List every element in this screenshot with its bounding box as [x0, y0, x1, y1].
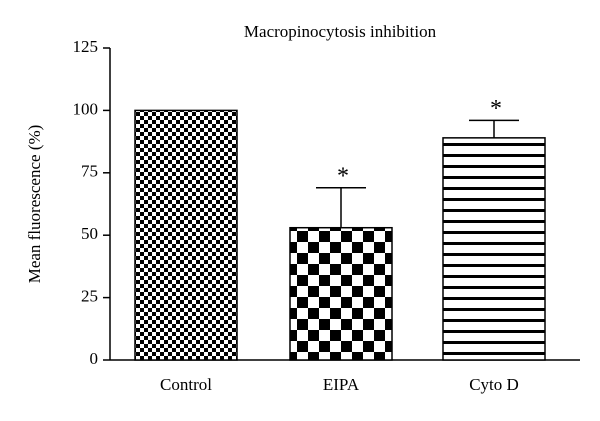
y-tick-label: 0 — [90, 349, 99, 368]
x-tick-label: EIPA — [323, 375, 360, 394]
y-tick-label: 100 — [73, 99, 99, 118]
chart-title: Macropinocytosis inhibition — [244, 22, 437, 41]
x-tick-label: Control — [160, 375, 212, 394]
bar — [442, 137, 546, 361]
y-tick-label: 25 — [81, 287, 98, 306]
annotation: * — [490, 96, 502, 122]
x-tick-label: Cyto D — [469, 375, 519, 394]
y-axis-label: Mean fluorescence (%) — [25, 125, 44, 284]
y-tick-label: 50 — [81, 224, 98, 243]
bar — [289, 226, 393, 361]
bar — [134, 109, 238, 361]
y-tick-label: 125 — [73, 37, 99, 56]
y-tick-label: 75 — [81, 162, 98, 181]
annotation: * — [337, 163, 349, 189]
